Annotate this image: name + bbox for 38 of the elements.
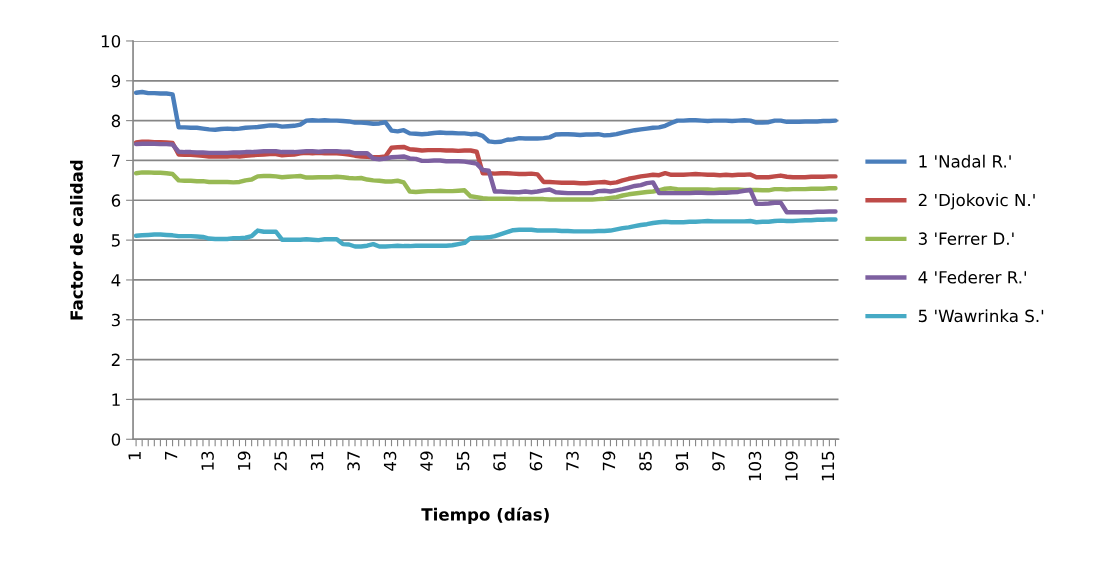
y-tick-label: 8 xyxy=(111,114,121,128)
legend-label: 1 'Nadal R.' xyxy=(919,154,1011,168)
y-tick-label: 1 xyxy=(112,393,120,406)
x-tick-label: 55 xyxy=(456,451,470,471)
x-tick-label: 91 xyxy=(675,451,689,471)
y-tick-label: 5 xyxy=(111,234,120,247)
x-tick-label: 7 xyxy=(165,451,178,460)
x-tick-label: 1 xyxy=(128,451,141,460)
x-tick-label: 67 xyxy=(529,451,543,471)
legend-label: 4 'Federer R.' xyxy=(918,270,1026,284)
x-tick-label: 19 xyxy=(237,451,251,470)
x-tick-label: 43 xyxy=(383,451,397,471)
x-tick-label: 13 xyxy=(201,451,214,470)
y-tick-label: 10 xyxy=(101,34,121,48)
x-tick-label: 49 xyxy=(420,451,433,471)
x-tick-label: 79 xyxy=(602,451,616,471)
y-tick-label: 9 xyxy=(111,74,121,88)
legend-label: 5 'Wawrinka S.' xyxy=(918,309,1044,323)
x-tick-label: 61 xyxy=(493,451,506,471)
x-axis-title: Tiempo (días) xyxy=(421,507,549,524)
y-tick-label: 7 xyxy=(112,154,120,167)
y-tick-label: 3 xyxy=(111,313,120,327)
legend-label: 2 'Djokovic N.' xyxy=(918,193,1035,210)
x-tick-label: 115 xyxy=(821,451,835,481)
y-tick-label: 2 xyxy=(111,353,120,366)
x-tick-label: 25 xyxy=(274,451,287,471)
x-tick-label: 109 xyxy=(785,451,798,481)
y-tick-label: 0 xyxy=(111,433,121,446)
x-tick-label: 85 xyxy=(639,451,652,471)
legend-label: 3 'Ferrer D.' xyxy=(918,232,1014,245)
y-axis-title: Factor de calidad xyxy=(70,160,83,320)
x-tick-label: 37 xyxy=(347,451,360,471)
x-tick-label: 73 xyxy=(566,451,579,471)
y-tick-label: 6 xyxy=(111,194,121,207)
x-tick-label: 103 xyxy=(748,451,762,481)
y-tick-label: 4 xyxy=(111,274,121,287)
x-tick-label: 97 xyxy=(712,451,725,471)
x-tick-label: 31 xyxy=(310,451,324,471)
